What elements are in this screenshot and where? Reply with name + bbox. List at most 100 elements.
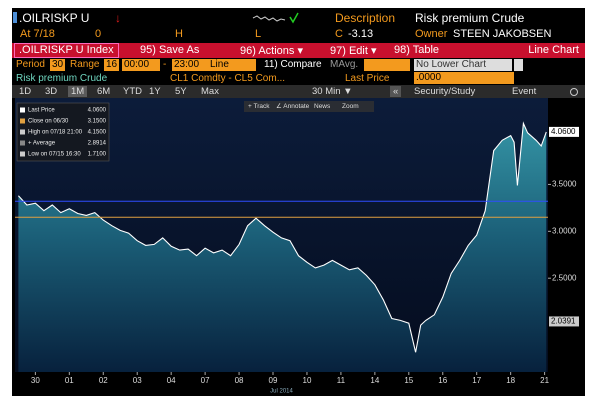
x-tick-label: 15 — [404, 376, 413, 385]
compare-button[interactable]: 11) Compare — [264, 59, 322, 70]
area-fill — [18, 123, 547, 373]
icon — [13, 12, 17, 23]
axis-marker-label: 2.0391 — [551, 317, 576, 326]
y-tick-label: 2.5000 — [552, 273, 577, 282]
security-button[interactable]: .OILRISKP U Index — [14, 43, 119, 58]
change: -3.13 — [348, 28, 374, 40]
last-price-label: Last Price — [345, 73, 390, 84]
legend-box — [16, 102, 110, 162]
terminal: .OILRISKP U ↓ Description Risk premium C… — [12, 8, 585, 396]
start-field[interactable]: 00:00 — [122, 59, 160, 71]
chart-tools-bar — [244, 101, 374, 112]
open: 0 — [95, 28, 102, 40]
period-button[interactable]: 1D — [19, 86, 32, 97]
edit-button[interactable]: 97) Edit ▾ — [330, 45, 377, 57]
x-tick-label: 02 — [99, 376, 108, 385]
axis-marker — [549, 126, 579, 137]
arrow: ↓ — [115, 11, 121, 25]
lower-chart-field[interactable]: No Lower Chart — [414, 59, 512, 71]
x-tick-label: 04 — [167, 376, 176, 385]
settings-icon[interactable] — [570, 88, 578, 96]
save-button[interactable]: 95) Save As — [140, 44, 200, 56]
collapse-button[interactable]: « — [390, 86, 402, 97]
end-field[interactable]: 23:00 — [172, 59, 208, 71]
period-button[interactable]: 1M — [68, 86, 88, 97]
study-button[interactable]: Security/Study — [414, 86, 476, 97]
legend-swatch — [20, 107, 25, 113]
x-tick-label: 16 — [438, 376, 447, 385]
y-tick-label: 3.0000 — [552, 226, 577, 235]
description-label: Description — [335, 11, 396, 25]
period-button[interactable]: 1Y — [149, 86, 161, 97]
axis-marker — [549, 316, 579, 327]
legend-value: 1.7100 — [88, 152, 107, 158]
legend-label: Close on 06/30 — [28, 119, 69, 125]
period-button[interactable]: YTD — [123, 86, 142, 97]
x-tick-label: 07 — [201, 376, 210, 385]
ticker: .OILRISKP U — [19, 11, 90, 25]
actions-button[interactable]: 96) Actions ▾ — [240, 45, 303, 57]
legend-swatch — [20, 151, 25, 157]
axis-marker-label: 4.0600 — [551, 127, 576, 136]
security-name: Risk premium Crude — [16, 73, 108, 84]
range-field[interactable]: 16 — [104, 59, 120, 71]
chart: 2.5000 3.0000 3.5000 4.0600 2.0391 30 01 02 03 04… — [12, 98, 585, 396]
chart-tool[interactable]: News — [314, 103, 331, 110]
legend-value: 3.1500 — [88, 119, 107, 125]
x-tick-label: 18 — [506, 376, 515, 385]
period-button[interactable]: 6M — [97, 86, 111, 97]
legend-label: Low on 07/15 16:30 — [28, 152, 81, 158]
event-button[interactable]: Event — [512, 86, 537, 97]
legend-swatch — [20, 118, 25, 124]
period-button[interactable]: Max — [201, 86, 219, 97]
chart-tool[interactable]: Zoom — [342, 103, 359, 110]
x-axis-background — [12, 372, 548, 396]
mavg-field[interactable] — [364, 59, 410, 71]
toolbar: 30 Min ▼ « Security/Study Event 1D 3D 1M 6M… — [12, 85, 585, 98]
legend-label: Last Price — [28, 108, 55, 114]
description: Risk premium Crude — [415, 11, 525, 25]
period-button[interactable]: 3D — [45, 86, 58, 97]
legend-value: 4.1500 — [88, 130, 107, 136]
legend-label: High on 07/18 21:00 — [28, 130, 83, 136]
owner-label: Owner — [415, 28, 448, 40]
legend: Last Price 4.0600 Close on 06/30 3.1500 High… — [16, 102, 110, 162]
x-tick-label: 30 — [31, 376, 40, 385]
table-button[interactable]: 98) Table — [394, 44, 440, 56]
legend-value: 2.8914 — [88, 141, 107, 147]
x-axis-label: Jul 2014 — [270, 389, 293, 395]
dropdown[interactable] — [248, 59, 256, 71]
last-price: .0000 — [414, 72, 514, 84]
y-tick-label: 3.5000 — [552, 180, 577, 189]
sparkline — [252, 12, 299, 24]
x-tick-label: 09 — [269, 376, 278, 385]
x-tick-label: 03 — [133, 376, 142, 385]
low-label: L — [255, 28, 262, 40]
x-tick-label: 14 — [370, 376, 379, 385]
view-label: Line Chart — [528, 44, 579, 56]
range-label: Range — [70, 59, 100, 70]
legend-label: + Average — [28, 141, 56, 147]
dash: - — [163, 59, 167, 70]
x-tick-label: 17 — [472, 376, 481, 385]
formula: CL1 Comdty - CL5 Com... — [170, 73, 286, 84]
x-tick-label: 01 — [65, 376, 74, 385]
legend-swatch — [20, 129, 25, 135]
at-label: At 7/18 — [20, 28, 55, 40]
chart-tool[interactable]: ∠ Annotate — [276, 102, 310, 110]
period-label: Period — [16, 59, 45, 70]
dropdown[interactable] — [514, 59, 523, 71]
style-field[interactable]: Line — [208, 59, 248, 71]
period-button[interactable]: 5Y — [175, 86, 187, 97]
interval-button[interactable]: 30 Min ▼ — [312, 86, 353, 97]
x-tick-label: 21 — [540, 376, 549, 385]
period-field[interactable]: 30 — [50, 59, 66, 71]
chart-tool[interactable]: + Track — [248, 103, 270, 110]
mavg-label: MAvg. — [330, 59, 359, 70]
x-tick-label: 08 — [235, 376, 244, 385]
price-line — [17, 121, 547, 353]
change-label: C — [335, 28, 343, 40]
owner: STEEN JAKOBSEN — [453, 28, 552, 40]
legend-swatch — [20, 140, 25, 146]
